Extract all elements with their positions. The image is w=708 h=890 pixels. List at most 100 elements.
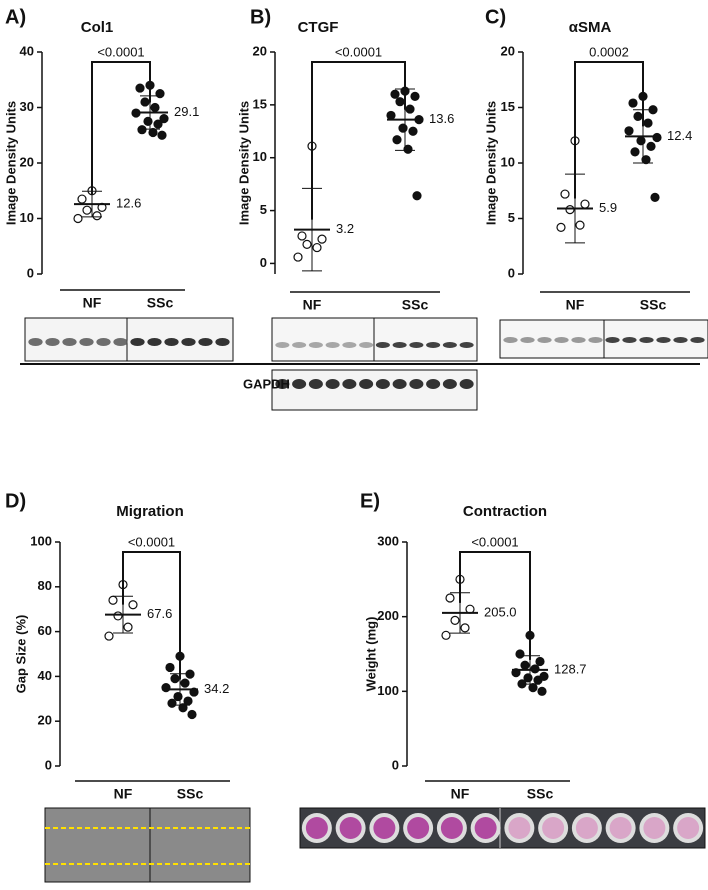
band [409, 379, 424, 389]
well [575, 817, 598, 839]
band [45, 338, 60, 346]
x-tick-label: NF [303, 297, 322, 313]
band [28, 338, 43, 346]
significance-bracket [91, 61, 151, 195]
y-tick-label: 0 [508, 265, 515, 280]
data-point [445, 593, 455, 603]
data-point [128, 600, 138, 610]
data-point [150, 102, 160, 113]
p-value: 0.0002 [589, 44, 629, 59]
band [537, 337, 552, 343]
data-point [405, 104, 415, 114]
data-point [148, 127, 158, 138]
data-point [633, 111, 643, 121]
blot-label: GAPDH [243, 376, 290, 391]
well [474, 817, 497, 839]
p-value: <0.0001 [335, 44, 382, 59]
data-point [643, 118, 653, 128]
band [673, 337, 688, 343]
x-tick-label: NF [114, 786, 133, 802]
band [325, 342, 340, 348]
data-point [460, 623, 470, 633]
y-tick-label: 0 [45, 757, 52, 772]
well [305, 817, 328, 839]
band [96, 338, 111, 346]
data-point [297, 231, 307, 241]
band [292, 379, 307, 389]
well [643, 817, 666, 839]
panel-label: A) [5, 6, 26, 28]
band [459, 379, 474, 389]
band [409, 342, 424, 348]
band [342, 342, 357, 348]
data-point [167, 698, 177, 708]
data-point [82, 205, 92, 215]
data-point [92, 211, 102, 221]
x-tick-label: SSc [177, 786, 204, 802]
data-point [157, 130, 167, 140]
y-axis-label: Image Density Units [3, 101, 18, 225]
data-point [408, 126, 418, 136]
data-point [135, 83, 145, 93]
panel-label: E) [360, 490, 380, 512]
mean-label: 3.2 [336, 221, 354, 236]
panel-label: B) [250, 6, 271, 28]
data-point [636, 136, 646, 146]
band [392, 342, 407, 348]
significance-bracket [311, 61, 406, 220]
p-value: <0.0001 [128, 534, 175, 549]
y-tick-label: 30 [20, 99, 34, 114]
data-point [556, 222, 566, 232]
data-point [161, 682, 171, 693]
band [292, 342, 307, 348]
band [325, 379, 340, 389]
data-point [143, 116, 153, 126]
data-point [520, 660, 530, 670]
x-tick-label: NF [83, 295, 102, 311]
data-point [528, 682, 538, 693]
y-tick-label: 200 [377, 608, 399, 623]
data-point [302, 239, 312, 249]
blots [20, 317, 708, 883]
y-tick-label: 20 [20, 154, 34, 169]
data-point [159, 113, 169, 124]
data-point [73, 213, 83, 224]
band [622, 337, 637, 343]
data-point [410, 91, 420, 102]
y-tick-label: 10 [501, 154, 515, 169]
well [542, 817, 565, 839]
mean-label: 29.1 [174, 104, 199, 119]
band [426, 379, 441, 389]
y-axis-label: Image Density Units [236, 101, 251, 225]
data-point [77, 194, 87, 204]
mean-label: 12.6 [116, 196, 141, 211]
band [308, 379, 323, 389]
data-point [580, 199, 590, 209]
data-point [533, 675, 543, 685]
band [275, 342, 290, 348]
band [308, 342, 323, 348]
data-point [403, 144, 413, 154]
mean-label: 12.4 [667, 128, 692, 143]
well [339, 817, 362, 839]
data-point [630, 147, 640, 157]
data-point [560, 189, 570, 199]
data-point [178, 703, 188, 713]
band [375, 342, 390, 348]
data-point [153, 119, 163, 129]
data-point [537, 686, 547, 696]
band [656, 337, 671, 343]
data-point [113, 611, 123, 621]
data-point [187, 709, 197, 720]
data-point [140, 97, 150, 107]
mean-label: 13.6 [429, 111, 454, 126]
band [113, 338, 128, 346]
band [520, 337, 535, 343]
band [147, 338, 162, 346]
data-point [641, 155, 651, 165]
y-tick-label: 20 [38, 713, 52, 728]
band [392, 379, 407, 389]
y-axis-label: Weight (mg) [363, 617, 378, 692]
mean-label: 205.0 [484, 604, 517, 619]
data-point [104, 631, 114, 641]
